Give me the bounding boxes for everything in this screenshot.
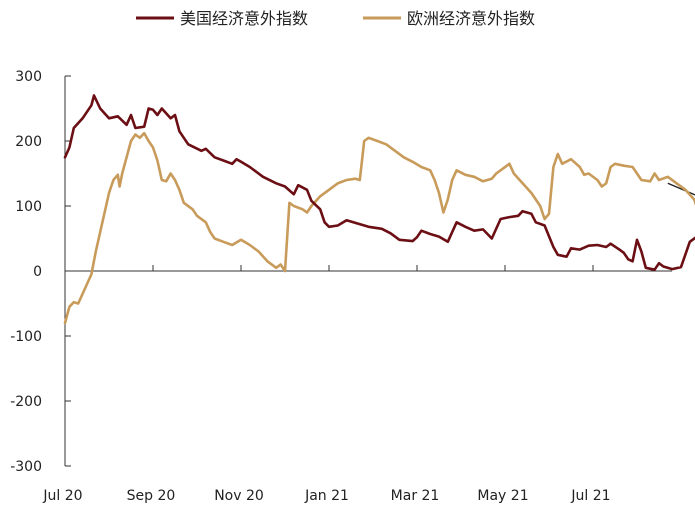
y-tick-label: -100 — [10, 329, 42, 345]
x-tick-label: Mar 21 — [391, 488, 440, 504]
legend: 美国经济意外指数 欧洲经济意外指数 — [136, 9, 535, 28]
x-tick-label: Sep 20 — [127, 488, 176, 504]
series-group — [63, 94, 695, 325]
x-tick-label: Jan 21 — [304, 488, 349, 504]
y-tick-label: 200 — [15, 134, 42, 150]
legend-label-eu: 欧洲经济意外指数 — [407, 9, 535, 28]
annotations — [667, 182, 695, 196]
legend-label-us: 美国经济意外指数 — [180, 9, 308, 28]
x-tick-label: May 21 — [477, 488, 528, 504]
series-line-us — [63, 94, 695, 271]
y-tick-label: 100 — [15, 199, 42, 215]
x-tick-label: Nov 20 — [214, 488, 264, 504]
y-tick-label: 0 — [33, 264, 42, 280]
x-tick-label: Jul 20 — [42, 488, 82, 504]
y-tick-label: -200 — [10, 394, 42, 410]
x-tick-label: Jul 21 — [570, 488, 610, 504]
series-line-eu — [63, 131, 695, 325]
y-tick-label: -300 — [10, 459, 42, 475]
y-tick-label: 300 — [15, 69, 42, 85]
